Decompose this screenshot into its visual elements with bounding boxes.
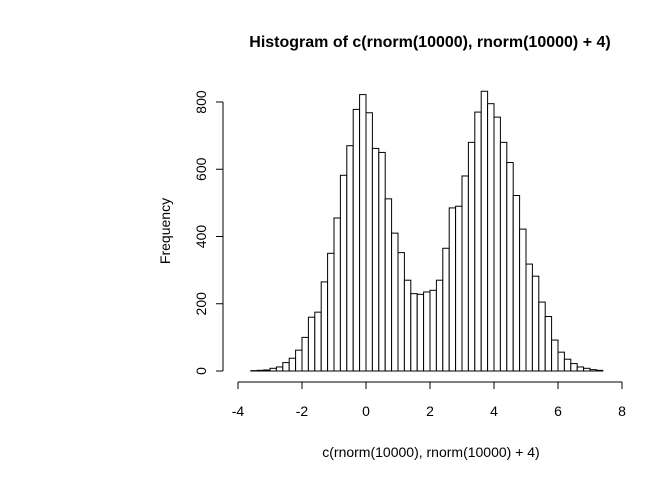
histogram-bar xyxy=(339,174,348,372)
histogram-bar xyxy=(557,351,565,372)
histogram-bar xyxy=(487,103,495,372)
histogram-bar xyxy=(295,349,303,372)
histogram-bar xyxy=(455,205,463,372)
x-tick-label: 6 xyxy=(554,403,562,419)
histogram-bar xyxy=(512,194,521,372)
histogram-bar xyxy=(410,293,418,372)
histogram-bar xyxy=(493,116,501,372)
x-tick-label: 4 xyxy=(490,403,498,419)
histogram-bar xyxy=(467,141,476,372)
histogram-bar xyxy=(576,366,585,372)
y-axis: 0 200 400 600 800 xyxy=(193,90,224,375)
y-tick-label: 400 xyxy=(193,225,209,249)
histogram-bar xyxy=(301,336,309,372)
histogram-bar xyxy=(563,358,572,372)
histogram-bar xyxy=(474,111,482,372)
histogram-bar xyxy=(570,363,578,372)
histogram-bar xyxy=(583,367,591,372)
histogram-bar xyxy=(506,162,514,372)
histogram-bar xyxy=(269,367,277,372)
histogram-bar xyxy=(275,366,284,372)
histogram-bar xyxy=(378,151,386,372)
histogram-bar xyxy=(538,301,546,372)
histogram-bar xyxy=(595,369,604,372)
histogram-bar xyxy=(333,217,341,372)
histogram-bar xyxy=(442,247,450,372)
histogram-bar xyxy=(391,232,399,372)
x-tick-label: 2 xyxy=(426,403,434,419)
histogram-bar xyxy=(307,316,316,372)
y-tick-label: 600 xyxy=(193,157,209,181)
x-tick-label: -2 xyxy=(296,403,309,419)
histogram-bar xyxy=(551,339,559,372)
histogram-bar xyxy=(435,279,444,372)
histogram-bar xyxy=(397,252,405,372)
histogram-bar xyxy=(531,275,540,372)
y-axis-label: Frequency xyxy=(157,198,173,264)
histogram-bar xyxy=(589,369,597,372)
x-tick-label: -4 xyxy=(232,403,245,419)
histogram-bar xyxy=(371,147,380,372)
histogram-bar xyxy=(416,293,425,372)
histogram-bar xyxy=(352,108,361,372)
histogram-bar xyxy=(365,112,373,372)
y-tick-label: 0 xyxy=(193,367,209,375)
histogram-bar xyxy=(314,311,322,372)
histogram-bar xyxy=(320,281,329,372)
x-tick-label: 0 xyxy=(362,403,370,419)
histogram-bar xyxy=(525,263,533,372)
histogram-bar xyxy=(544,316,553,372)
x-axis-label: c(rnorm(10000), rnorm(10000) + 4) xyxy=(322,444,539,460)
bars-group xyxy=(250,90,604,372)
histogram-bar xyxy=(282,362,290,372)
histogram-bar xyxy=(519,228,527,372)
histogram-bar xyxy=(263,369,271,372)
chart-title: Histogram of c(rnorm(10000), rnorm(10000… xyxy=(249,34,610,51)
histogram-bar xyxy=(359,94,367,372)
histogram-bar xyxy=(448,207,457,372)
histogram-bar xyxy=(256,369,265,372)
histogram-bar xyxy=(384,198,393,372)
histogram-bar xyxy=(346,145,354,372)
histogram-bar xyxy=(327,252,335,372)
histogram-bar xyxy=(461,175,469,372)
histogram-bar xyxy=(429,289,437,372)
y-tick-label: 800 xyxy=(193,90,209,114)
histogram-bar xyxy=(288,357,297,372)
histogram-bar xyxy=(499,141,508,372)
histogram-bar xyxy=(423,291,431,372)
x-axis: -4 -2 0 2 4 6 8 xyxy=(232,381,626,419)
histogram-bar xyxy=(480,90,489,372)
histogram-bar xyxy=(403,279,412,372)
x-tick-label: 8 xyxy=(618,403,626,419)
y-tick-label: 200 xyxy=(193,292,209,316)
